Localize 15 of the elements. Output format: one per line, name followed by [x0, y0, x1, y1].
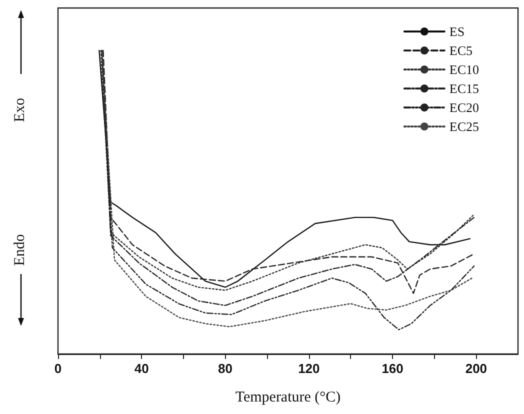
text: Endo — [12, 234, 28, 266]
legend-label: EC25 — [449, 119, 480, 134]
x-tick-label: 120 — [298, 361, 320, 376]
x-tick-label: 80 — [218, 361, 233, 376]
x-tick-label: 200 — [465, 361, 488, 376]
legend-label: ES — [449, 24, 465, 39]
x-tick-label: 160 — [382, 361, 404, 376]
x-tick-label: 40 — [134, 361, 149, 376]
legend-label: EC5 — [449, 43, 473, 58]
legend-label: EC10 — [449, 62, 480, 77]
text: Exo — [12, 98, 28, 122]
legend-label: EC20 — [449, 100, 480, 115]
legend-label: EC15 — [449, 81, 480, 96]
x-axis-title: Temperature (°C) — [235, 390, 341, 406]
x-tick-label: 0 — [54, 361, 62, 376]
